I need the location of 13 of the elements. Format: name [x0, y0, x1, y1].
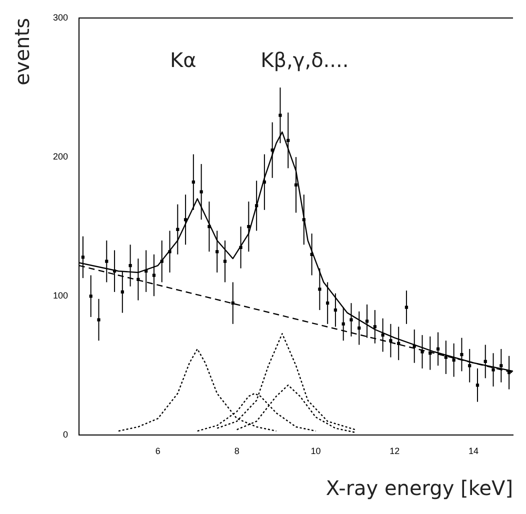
- annotation: Kα: [170, 48, 196, 72]
- x-tick-label: 8: [234, 446, 240, 456]
- y-tick-label: 300: [52, 12, 68, 22]
- x-tick-label: 6: [155, 446, 160, 456]
- y-tick-label: 100: [52, 290, 68, 301]
- x-tick-label: 14: [468, 446, 479, 456]
- x-axis-title: X-ray energy [keV]: [326, 476, 513, 500]
- annotation: Kβ,γ,δ....: [260, 48, 349, 72]
- y-tick-label: 0: [63, 430, 68, 440]
- y-axis-title: events: [10, 18, 34, 86]
- x-tick-label: 10: [310, 446, 321, 456]
- x-tick-label: 12: [390, 446, 400, 456]
- y-tick-label: 200: [52, 152, 68, 162]
